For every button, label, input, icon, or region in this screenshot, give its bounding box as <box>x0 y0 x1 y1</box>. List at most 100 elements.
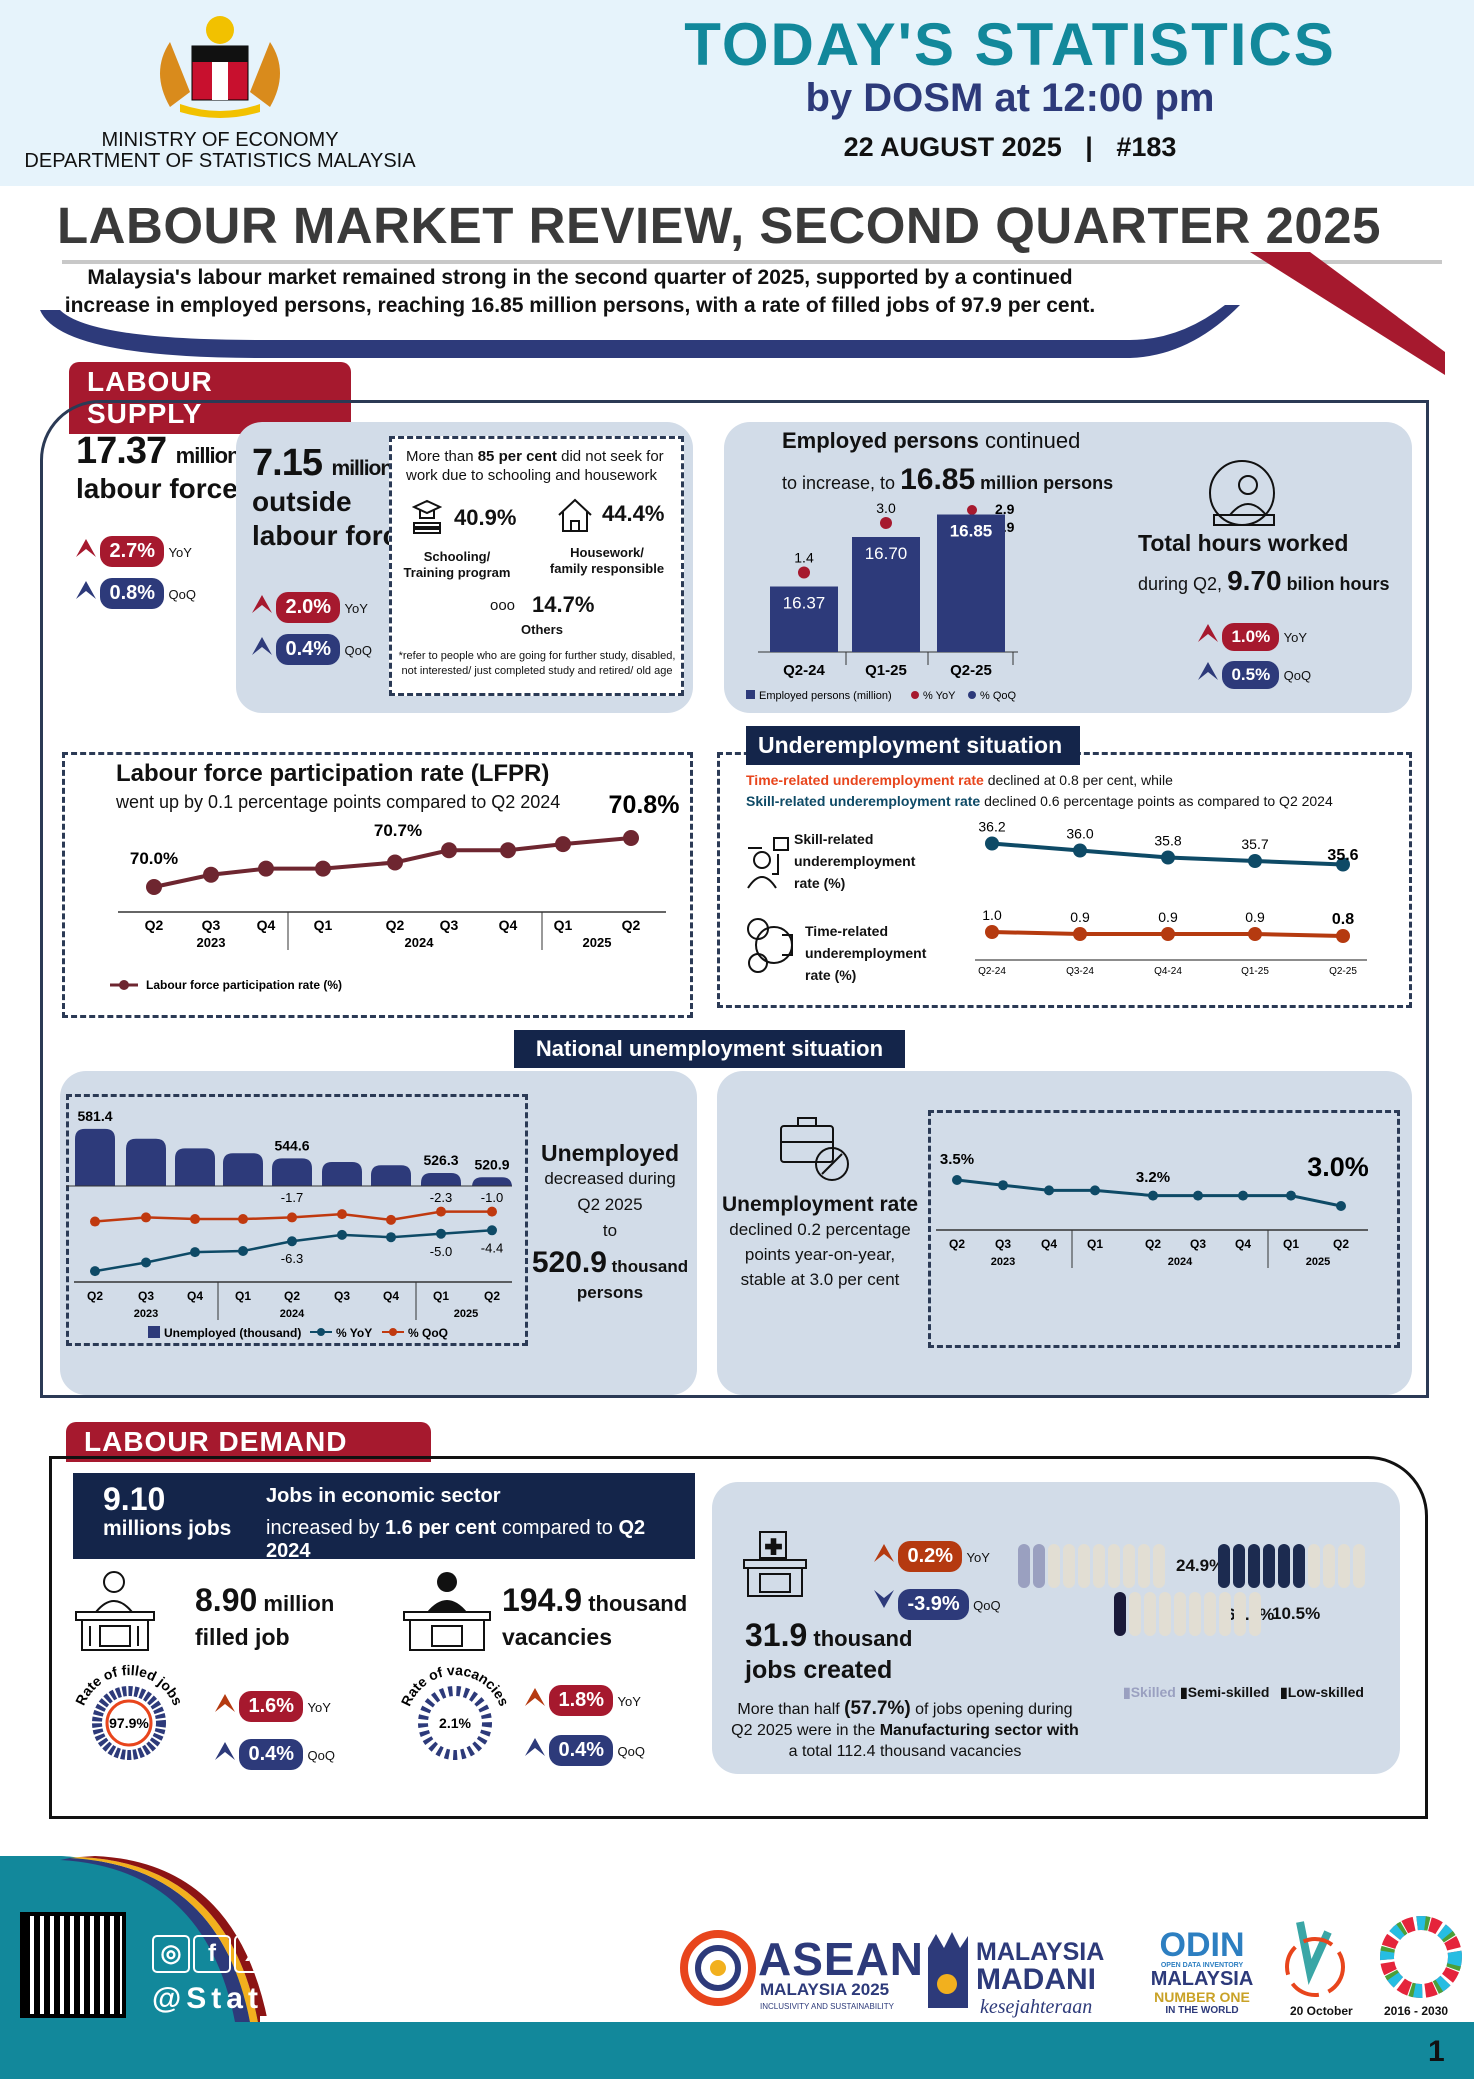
arrow-up-icon <box>252 595 272 613</box>
person-pictogram <box>1204 1592 1216 1636</box>
odin-5: IN THE WORLD <box>1165 2005 1239 2016</box>
person-pictogram <box>1338 1544 1350 1588</box>
labour-demand-tab: LABOUR DEMAND <box>66 1422 431 1462</box>
qoq-label: QoQ <box>344 643 372 658</box>
person-pictogram <box>1159 1592 1171 1636</box>
time-point <box>1248 927 1262 941</box>
person-pictogram <box>1308 1544 1320 1588</box>
yoy-point <box>90 1266 100 1277</box>
underemployment-tab: Underemployment situation <box>746 726 1080 765</box>
skill-point <box>1161 850 1175 865</box>
legend-low-skilled: ▮Low-skilled <box>1280 1684 1364 1700</box>
yoy-point <box>337 1229 347 1240</box>
urate-chart-box <box>928 1110 1400 1348</box>
qoq-data-label: -1.0 <box>481 1190 503 1205</box>
employed-bar-label: 16.37 <box>783 594 826 613</box>
unemployed-t4: to <box>602 1221 618 1240</box>
skill-data-label: 35.6 <box>1327 847 1358 864</box>
labour-force-label: labour force <box>76 473 238 504</box>
person-pictogram <box>1353 1544 1365 1588</box>
vacancy-desk-icon <box>403 1572 491 1651</box>
time-label-3: rate (%) <box>805 967 857 983</box>
hours-pre: during Q2, <box>1138 574 1228 594</box>
x-icon[interactable]: X <box>234 1935 272 1973</box>
yoy-dot <box>967 505 977 515</box>
instagram-icon[interactable]: ◎ <box>152 1935 190 1973</box>
urate-point <box>998 1180 1008 1191</box>
lfpr-line-chart: Labour force participation rate (%) 70.0… <box>110 791 679 992</box>
yoy-point <box>141 1257 151 1268</box>
legend-yoy-dot <box>317 1328 325 1336</box>
legend-qoq: % QoQ <box>980 690 1017 702</box>
skill-point <box>1073 843 1087 858</box>
skill-label-3: rate (%) <box>794 875 846 891</box>
reasons-intro-post: did not seek for <box>556 448 664 465</box>
asean-logo-icon <box>680 1930 756 2006</box>
x-tick-label: Q2-25 <box>950 662 992 679</box>
unemployed-unit: thousand <box>606 1257 689 1276</box>
arrow-up-icon <box>252 637 272 655</box>
unemployed-value: 520.9 <box>531 1246 607 1279</box>
unemployment-rate-panel <box>717 1071 1412 1395</box>
yoy-label: YoY <box>168 545 192 560</box>
person-pictogram <box>1129 1592 1141 1636</box>
skill-point <box>985 836 999 851</box>
linkedin-icon[interactable]: in <box>357 1935 395 1973</box>
vacancies-yoy: 1.8% <box>549 1685 614 1716</box>
lfpr-data-label: 70.7% <box>374 821 422 840</box>
time-data-label: 0.8 <box>1332 911 1354 928</box>
odin-1: ODIN <box>1159 1926 1245 1964</box>
housework-label-2: family responsible <box>549 561 665 576</box>
unemployed-bar <box>371 1165 411 1186</box>
skill-row-skilled: 24.9% <box>1018 1544 1224 1593</box>
yoy-label: YoY <box>966 1550 990 1565</box>
qoq-label: QoQ <box>307 1748 335 1763</box>
qr-code[interactable] <box>20 1912 126 2018</box>
yoy-point <box>190 1247 200 1258</box>
yoy-point <box>287 1236 297 1247</box>
urate-point <box>952 1175 962 1185</box>
outside-label-2: labour force <box>252 520 414 551</box>
madani-tagline: kesejahteraan <box>980 1996 1093 2018</box>
created-qoq: -3.9% <box>898 1589 969 1620</box>
sdg-wheel-icon <box>1380 1916 1462 1998</box>
year-label: 2025 <box>454 1308 478 1320</box>
unemployed-bar <box>272 1158 312 1186</box>
skill-row-low-skilled: 10.5% <box>1114 1592 1320 1641</box>
skill-row-semi-skilled: 64.6% <box>1218 1544 1398 1637</box>
lfpr-point <box>500 842 516 859</box>
x-tick-label: Q2 <box>1145 1237 1161 1251</box>
skill-data-label: 35.8 <box>1154 833 1181 849</box>
arrow-up-icon <box>874 1544 894 1562</box>
urate-data-label: 3.5% <box>940 1151 974 1168</box>
reasons-intro-bold: 85 per cent <box>477 448 557 465</box>
decorative-swoosh <box>40 252 1445 375</box>
youtube-icon[interactable]: ▶ <box>275 1935 313 1973</box>
briefcase-cancel-icon <box>780 1117 849 1181</box>
created-value: 31.9 <box>745 1617 808 1653</box>
jobs-unit: millions jobs <box>103 1517 232 1540</box>
time-data-label: 0.9 <box>1158 909 1178 925</box>
time-data-label: 0.9 <box>1245 909 1265 925</box>
unemployed-bar-label: 520.9 <box>474 1156 509 1172</box>
job-created-desk-icon <box>743 1531 807 1597</box>
vacancies-unit: thousand <box>582 1591 688 1616</box>
urate-data-label: 3.2% <box>1136 1169 1170 1186</box>
manufacturing-note: More than half (57.7%) of jobs opening d… <box>730 1698 1080 1762</box>
time-point <box>1336 929 1350 943</box>
person-pictogram <box>1189 1592 1201 1636</box>
x-tick-label: Q4 <box>383 1289 399 1303</box>
person-pictogram <box>1114 1592 1126 1636</box>
stats-day-label: 20 October <box>1290 2004 1353 2018</box>
year-label: 2023 <box>134 1308 158 1320</box>
qoq-label: QoQ <box>973 1598 1001 1613</box>
report-title: LABOUR MARKET REVIEW, SECOND QUARTER 202… <box>57 197 1381 254</box>
odin-3: MALAYSIA <box>1150 1968 1254 1990</box>
qoq-point <box>238 1214 248 1225</box>
labour-demand-box <box>49 1456 1428 1819</box>
tiktok-icon[interactable]: ♪ <box>316 1935 354 1973</box>
under-line1-rest: declined at 0.8 per cent, while <box>983 772 1173 788</box>
housework-pct: 44.4% <box>602 501 665 526</box>
x-tick-label: Q3 <box>202 917 221 933</box>
facebook-icon[interactable]: f <box>193 1935 231 1973</box>
